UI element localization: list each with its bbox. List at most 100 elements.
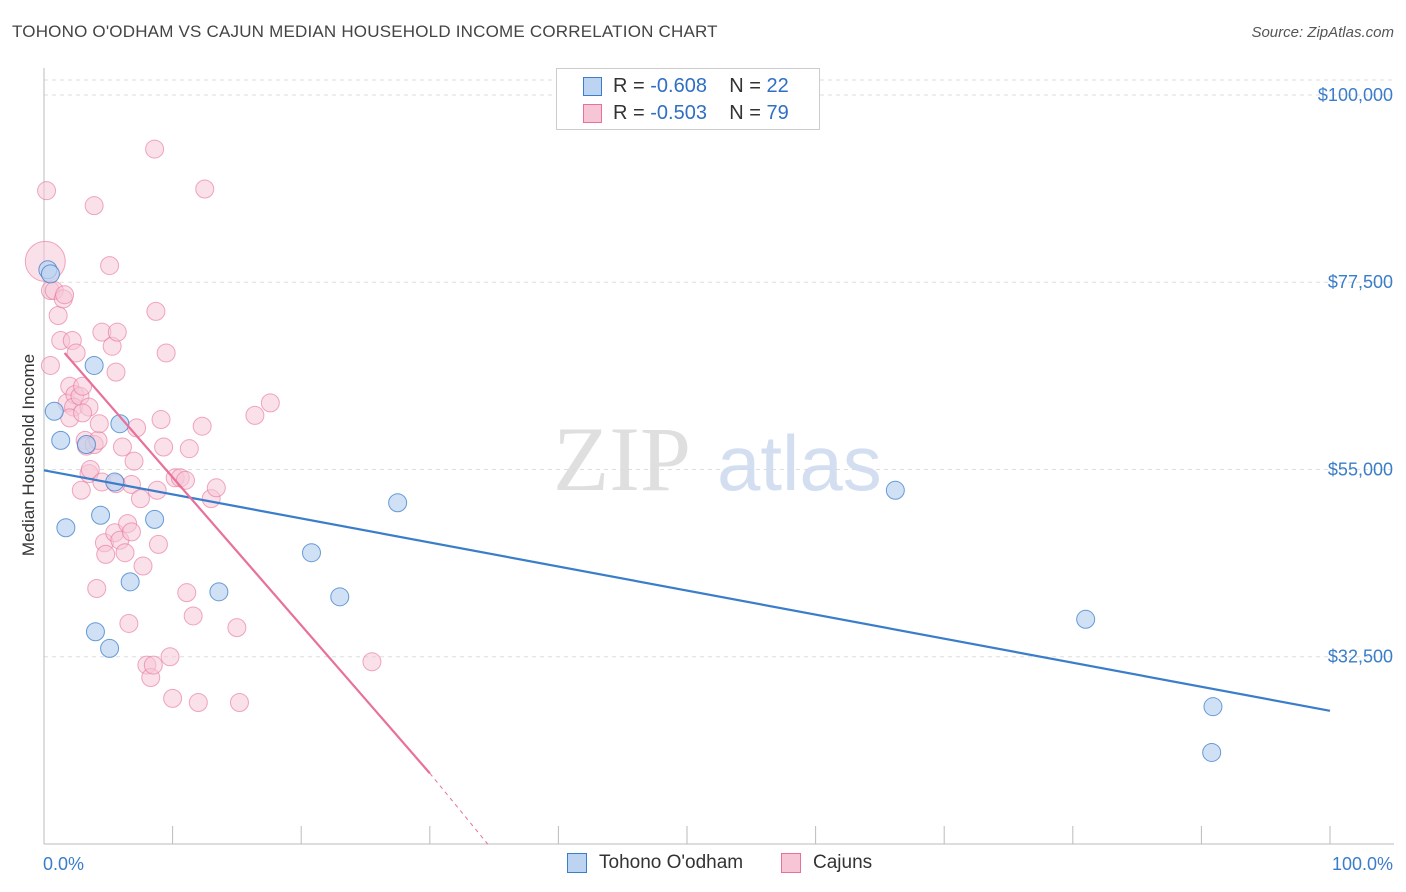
tohono-point xyxy=(388,493,408,513)
cajuns-point xyxy=(362,652,382,672)
legend-swatch-cajuns xyxy=(583,104,602,123)
tohono-point xyxy=(40,264,60,284)
cajuns-point xyxy=(245,405,265,425)
bottom-label-tohono: Tohono O'odham xyxy=(599,852,744,873)
cajuns-point xyxy=(133,556,153,576)
x-tick-label-1: 100.0% xyxy=(1332,854,1393,874)
bottom-label-cajuns: Cajuns xyxy=(813,852,873,873)
legend-swatch-tohono xyxy=(583,77,602,96)
cajuns-point xyxy=(206,478,226,498)
legend-r-label: R = xyxy=(613,75,651,97)
chart-title: TOHONO O'ODHAM VS CAJUN MEDIAN HOUSEHOLD… xyxy=(12,22,718,41)
cajuns-point xyxy=(100,256,120,276)
tohono-point xyxy=(885,480,905,500)
legend-n-value: 22 xyxy=(766,75,789,97)
tohono-point xyxy=(100,638,120,658)
cajuns-point xyxy=(175,470,195,490)
cajuns-point xyxy=(40,355,60,375)
cajuns-point xyxy=(66,343,86,363)
x-tick-label-0: 0.0% xyxy=(43,854,84,874)
grid-lines xyxy=(44,79,1394,658)
y-axis-title: Median Household Income xyxy=(19,354,38,556)
cajuns-point xyxy=(96,544,116,564)
legend-r-value: -0.608 xyxy=(650,75,707,97)
cajuns-point xyxy=(112,437,132,457)
tohono-point xyxy=(51,430,71,450)
tohono-point xyxy=(301,543,321,563)
cajuns-point xyxy=(154,437,174,457)
tohono-point xyxy=(1202,742,1222,762)
source-note: Source: ZipAtlas.com xyxy=(1251,24,1394,41)
cajuns-point xyxy=(73,403,93,423)
cajuns-point xyxy=(106,362,126,382)
cajuns-point xyxy=(107,322,127,342)
cajuns-point xyxy=(163,688,183,708)
watermark-zip: ZIP xyxy=(553,408,691,510)
correlation-legend: R = -0.608 N = 22 R = -0.503 N = 79 xyxy=(556,68,820,130)
cajuns-point xyxy=(160,647,180,667)
tohono-point xyxy=(44,401,64,421)
cajuns-point xyxy=(146,301,166,321)
cajuns-point xyxy=(37,181,57,201)
tohono-point xyxy=(84,355,104,375)
cajuns-point xyxy=(156,343,176,363)
legend-n-label: N = xyxy=(729,75,767,97)
cajuns-point xyxy=(143,655,163,675)
cajuns-point xyxy=(73,376,93,396)
y-tick-labels: $32,500 $55,000 $77,500 $100,000 xyxy=(1318,85,1393,667)
tohono-trend-line xyxy=(43,469,1331,712)
tohono-point xyxy=(1076,609,1096,629)
cajuns-point xyxy=(71,480,91,500)
cajuns-point xyxy=(177,583,197,603)
cajuns-point xyxy=(151,410,171,430)
x-tick-labels: 0.0% 100.0% xyxy=(43,854,1393,874)
tohono-point xyxy=(209,582,229,602)
bottom-swatch-cajuns xyxy=(781,853,801,873)
legend-r-label: R = xyxy=(613,102,651,124)
cajuns-point xyxy=(55,285,75,305)
cajuns-point xyxy=(188,693,208,713)
cajuns-point xyxy=(115,543,135,563)
cajuns-point xyxy=(130,489,150,509)
trend-lines xyxy=(43,352,1331,845)
tohono-point xyxy=(110,414,130,434)
watermark: ZIP atlas xyxy=(553,408,882,510)
tohono-point xyxy=(85,622,105,642)
tohono-point xyxy=(76,435,96,455)
legend-r-value: -0.503 xyxy=(650,102,707,124)
watermark-atlas: atlas xyxy=(717,419,882,507)
cajuns-point xyxy=(87,578,107,598)
legend-n-value: 79 xyxy=(766,102,789,124)
cajuns-point xyxy=(192,416,212,436)
cajuns-point xyxy=(227,618,247,638)
cajuns-points xyxy=(24,139,382,713)
tohono-point xyxy=(120,572,140,592)
tohono-point xyxy=(56,518,76,538)
cajuns-point xyxy=(48,306,68,326)
bottom-swatch-tohono xyxy=(567,853,587,873)
cajuns-point xyxy=(260,393,280,413)
tohono-points xyxy=(38,260,1223,762)
cajuns-point xyxy=(84,196,104,216)
tohono-point xyxy=(91,505,111,525)
cajuns-trend-extension xyxy=(429,772,489,845)
cajuns-point xyxy=(195,179,215,199)
cajuns-point xyxy=(183,606,203,626)
y-tick-label-3: $100,000 xyxy=(1318,85,1393,105)
tohono-point xyxy=(1203,697,1223,717)
tohono-point xyxy=(330,587,350,607)
y-tick-label-1: $55,000 xyxy=(1328,459,1393,479)
cajuns-point xyxy=(145,139,165,159)
cajuns-point xyxy=(89,414,109,434)
cajuns-point xyxy=(121,522,141,542)
y-tick-label-2: $77,500 xyxy=(1328,272,1393,292)
tohono-point xyxy=(145,509,165,529)
legend-n-label: N = xyxy=(729,102,767,124)
y-tick-label-0: $32,500 xyxy=(1328,647,1393,667)
cajuns-point xyxy=(119,613,139,633)
cajuns-point xyxy=(229,693,249,713)
cajuns-point xyxy=(148,534,168,554)
cajuns-point xyxy=(124,451,144,471)
cajuns-point xyxy=(179,439,199,459)
